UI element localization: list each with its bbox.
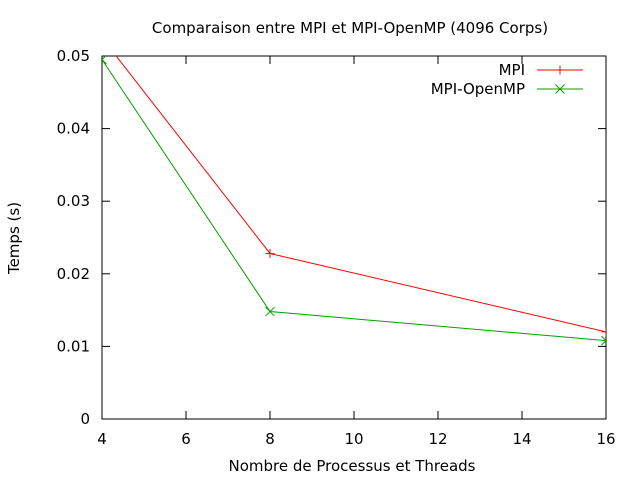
legend-label-mpi-openmp: MPI-OpenMP bbox=[431, 80, 525, 98]
x-tick-label: 14 bbox=[512, 430, 531, 448]
x-tick-label: 16 bbox=[596, 430, 615, 448]
x-axis-label: Nombre de Processus et Threads bbox=[228, 457, 475, 475]
y-tick-label: 0.01 bbox=[57, 337, 90, 355]
data-point-mpi bbox=[98, 33, 107, 42]
series-line-mpi bbox=[115, 56, 606, 333]
x-tick-label: 6 bbox=[181, 430, 191, 448]
plot-frame bbox=[101, 55, 607, 420]
data-point-mpi-openmp bbox=[265, 306, 275, 317]
y-tick-label: 0.03 bbox=[57, 192, 90, 210]
x-tick-label: 12 bbox=[428, 430, 447, 448]
y-axis-label: Temps (s) bbox=[5, 202, 23, 275]
y-tick-label: 0.04 bbox=[57, 120, 90, 138]
data-point-mpi-openmp bbox=[102, 56, 107, 65]
x-tick-label: 10 bbox=[344, 430, 363, 448]
x-axis: 4 6 8 10 12 14 16 bbox=[97, 56, 616, 448]
x-tick-label: 8 bbox=[265, 430, 275, 448]
x-tick-label: 4 bbox=[97, 430, 107, 448]
legend-marker-mpi-openmp bbox=[555, 84, 565, 94]
series-layer bbox=[98, 33, 606, 346]
legend-marker-mpi bbox=[555, 65, 565, 75]
data-point-mpi bbox=[265, 248, 275, 258]
chart-title: Comparaison entre MPI et MPI-OpenMP (409… bbox=[152, 19, 548, 37]
y-axis: 0 0.01 0.02 0.03 0.04 0.05 bbox=[57, 47, 606, 428]
y-tick-label: 0.05 bbox=[57, 47, 90, 65]
y-tick-label: 0.02 bbox=[57, 265, 90, 283]
series-line-mpi-openmp bbox=[102, 59, 606, 342]
y-tick-label: 0 bbox=[80, 410, 90, 428]
data-point-mpi bbox=[601, 327, 606, 337]
data-point-mpi-openmp bbox=[601, 335, 606, 346]
legend-label-mpi: MPI bbox=[499, 61, 525, 79]
